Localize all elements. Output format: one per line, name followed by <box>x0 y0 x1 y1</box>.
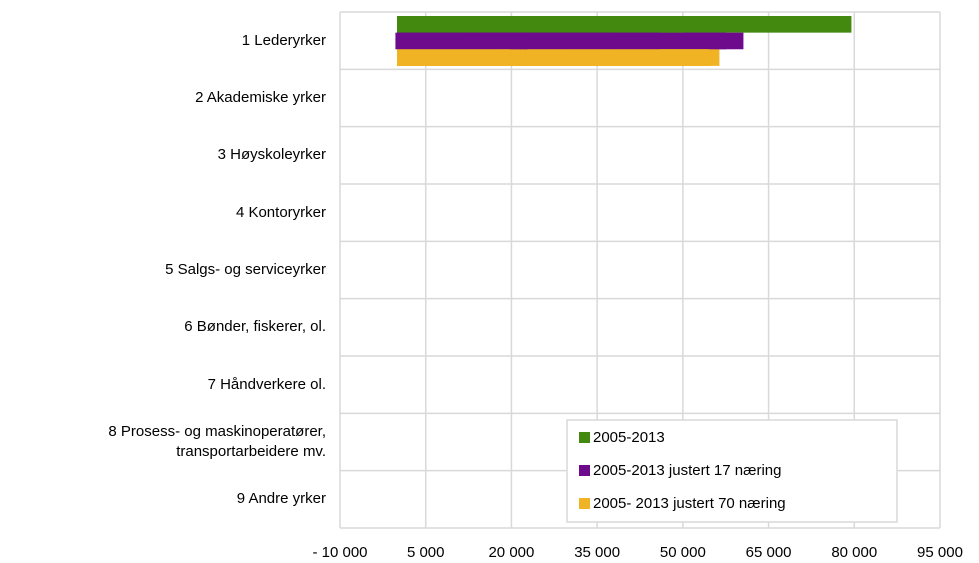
x-tick-label: 80 000 <box>831 544 877 561</box>
x-tick-label: 20 000 <box>488 544 534 561</box>
x-tick-label: 50 000 <box>660 544 706 561</box>
category-label: 4 Kontoryrker <box>235 203 326 221</box>
category-label: 8 Prosess- og maskinoperatører, transpor… <box>108 423 326 460</box>
legend-box <box>566 419 898 523</box>
legend-label: 2005-2013 justert 17 næring <box>593 462 781 479</box>
x-tick-label: 5 000 <box>407 544 445 561</box>
category-label: 7 Håndverkere ol. <box>207 375 326 393</box>
category-label: 6 Bønder, fiskerer, ol. <box>184 318 326 336</box>
legend-swatch <box>579 432 590 443</box>
x-tick-label: - 10 000 <box>312 544 367 561</box>
category-label: 3 Høyskoleyrker <box>217 146 326 164</box>
x-tick-label: 95 000 <box>917 544 963 561</box>
bar <box>397 49 511 66</box>
category-label: 1 Lederyrker <box>241 31 326 49</box>
legend-swatch <box>579 498 590 509</box>
x-tick-label: 65 000 <box>746 544 792 561</box>
category-label: 5 Salgs- og serviceyrker <box>165 261 326 278</box>
category-labels: 1 Lederyrker 2 Akademiske yrker 3 Høyskole… <box>0 0 326 563</box>
category-label: 2 Akademiske yrker <box>195 89 326 106</box>
legend-label: 2005- 2013 justert 70 næring <box>593 495 786 512</box>
legend-label: 2005-2013 <box>593 429 665 446</box>
bar <box>397 16 468 33</box>
bar <box>397 32 528 50</box>
category-label: 9 Andre yrker <box>236 490 326 508</box>
bar <box>397 16 684 33</box>
x-tick-label: 35 000 <box>574 544 620 561</box>
legend-swatch <box>579 465 590 476</box>
bar <box>395 32 398 50</box>
